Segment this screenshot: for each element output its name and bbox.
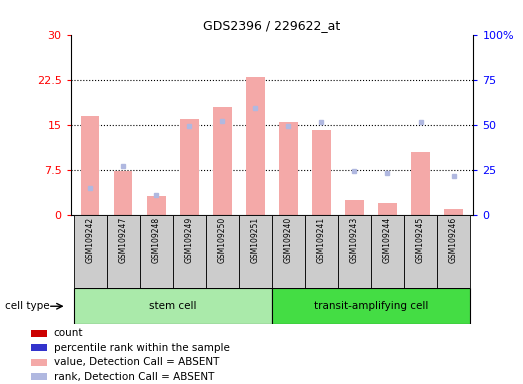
Text: GSM109250: GSM109250: [218, 217, 227, 263]
Bar: [279, 122, 298, 215]
Text: transit-amplifying cell: transit-amplifying cell: [314, 301, 428, 311]
Text: GSM109242: GSM109242: [86, 217, 95, 263]
Bar: [180, 119, 199, 215]
Bar: [173, 215, 206, 288]
Bar: [115, 171, 132, 215]
Bar: [31, 330, 47, 337]
Text: GSM109247: GSM109247: [119, 217, 128, 263]
Bar: [140, 215, 173, 288]
Bar: [31, 344, 47, 351]
Bar: [74, 288, 272, 324]
Bar: [345, 200, 363, 215]
Bar: [213, 107, 232, 215]
Text: GSM109243: GSM109243: [350, 217, 359, 263]
Text: GSM109248: GSM109248: [152, 217, 161, 263]
Bar: [31, 359, 47, 366]
Text: count: count: [54, 328, 83, 338]
Text: GSM109249: GSM109249: [185, 217, 194, 263]
Bar: [379, 203, 396, 215]
Text: rank, Detection Call = ABSENT: rank, Detection Call = ABSENT: [54, 371, 214, 382]
Bar: [82, 116, 99, 215]
Bar: [305, 215, 338, 288]
Bar: [371, 215, 404, 288]
Text: GSM109240: GSM109240: [284, 217, 293, 263]
Bar: [437, 215, 470, 288]
Bar: [272, 215, 305, 288]
Title: GDS2396 / 229622_at: GDS2396 / 229622_at: [203, 19, 340, 32]
Bar: [246, 77, 265, 215]
Text: GSM109251: GSM109251: [251, 217, 260, 263]
Bar: [107, 215, 140, 288]
Bar: [206, 215, 239, 288]
Text: GSM109246: GSM109246: [449, 217, 458, 263]
Text: value, Detection Call = ABSENT: value, Detection Call = ABSENT: [54, 357, 219, 367]
Text: stem cell: stem cell: [149, 301, 197, 311]
Bar: [412, 152, 429, 215]
Text: percentile rank within the sample: percentile rank within the sample: [54, 343, 230, 353]
Bar: [445, 209, 462, 215]
Text: GSM109244: GSM109244: [383, 217, 392, 263]
Bar: [31, 373, 47, 380]
Bar: [272, 288, 470, 324]
Bar: [74, 215, 107, 288]
Bar: [338, 215, 371, 288]
Text: GSM109241: GSM109241: [317, 217, 326, 263]
Bar: [147, 196, 165, 215]
Text: cell type: cell type: [5, 301, 50, 311]
Bar: [239, 215, 272, 288]
Bar: [404, 215, 437, 288]
Bar: [312, 130, 331, 215]
Text: GSM109245: GSM109245: [416, 217, 425, 263]
